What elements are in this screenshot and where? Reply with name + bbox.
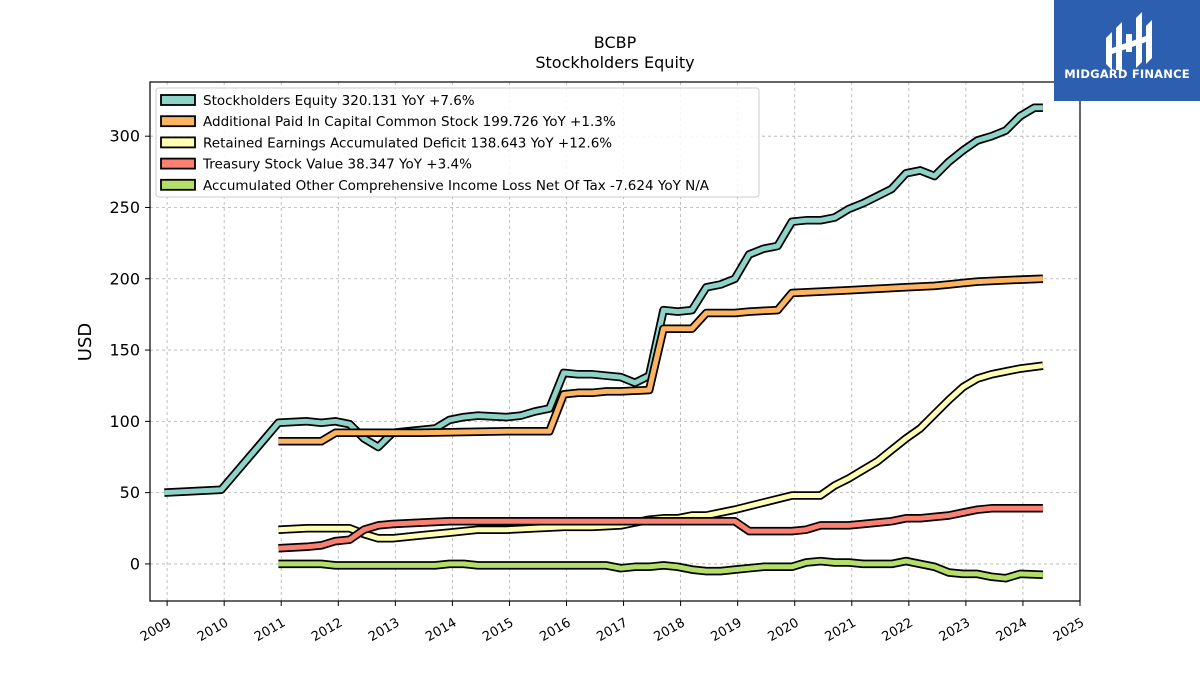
chart-subtitle: Stockholders Equity — [535, 53, 694, 72]
legend-swatch — [160, 178, 196, 191]
x-tick-label: 2009 — [138, 615, 174, 645]
x-tick-label: 2015 — [480, 615, 516, 645]
x-tick-label: 2023 — [937, 615, 973, 645]
x-tick-label: 2021 — [823, 615, 859, 645]
x-tick-label: 2010 — [195, 615, 231, 645]
y-tick-label: 100 — [109, 412, 140, 431]
legend-swatch — [160, 115, 196, 128]
x-tick-label: 2013 — [366, 615, 402, 645]
series-line — [278, 505, 1043, 551]
legend-swatch — [160, 157, 196, 170]
series-line — [278, 558, 1043, 581]
series-line — [278, 363, 1044, 541]
y-tick-label: 300 — [109, 127, 140, 146]
y-tick-label: 200 — [109, 269, 140, 288]
series-lines — [164, 103, 1044, 583]
x-tick-label: 2012 — [309, 615, 345, 645]
legend-box — [155, 87, 760, 198]
logo-text: MIDGARD FINANCE — [1064, 67, 1190, 81]
legend: Stockholders Equity 320.131 YoY +7.6% Add… — [155, 87, 760, 198]
chart-title: BCBP — [594, 33, 637, 52]
legend-label: Additional Paid In Capital Common Stock … — [203, 114, 616, 130]
y-tick-label: 250 — [109, 198, 140, 217]
x-tick-label: 2018 — [651, 615, 687, 645]
legend-swatch — [160, 136, 196, 149]
y-axis-label: USD — [75, 323, 96, 361]
x-tick-label: 2016 — [537, 615, 573, 645]
series-line — [278, 276, 1043, 444]
x-tick-label: 2014 — [423, 615, 459, 645]
series-outline — [278, 361, 1044, 543]
x-tick-label: 2024 — [994, 615, 1030, 645]
x-tick-label: 2022 — [880, 615, 916, 645]
y-tick-label: 50 — [120, 483, 140, 502]
x-tick-label: 2017 — [594, 615, 630, 645]
y-tick-label: 150 — [109, 341, 140, 360]
legend-label: Stockholders Equity 320.131 YoY +7.6% — [203, 93, 475, 109]
logo-mark-icon — [1106, 12, 1152, 70]
plot-frame — [149, 81, 1081, 602]
x-tick-label: 2020 — [766, 615, 802, 645]
legend-swatch — [160, 94, 196, 106]
midgard-finance-logo: MIDGARD FINANCE — [1054, 0, 1200, 101]
x-tick-label: 2025 — [1051, 615, 1087, 645]
legend-label: Treasury Stock Value 38.347 YoY +3.4% — [202, 157, 472, 173]
legend-label: Retained Earnings Accumulated Deficit 13… — [203, 135, 612, 151]
x-tick-label: 2011 — [252, 615, 288, 645]
y-tick-label: 0 — [130, 554, 140, 573]
x-tick-label: 2019 — [709, 615, 745, 645]
legend-label: Accumulated Other Comprehensive Income L… — [203, 178, 710, 194]
